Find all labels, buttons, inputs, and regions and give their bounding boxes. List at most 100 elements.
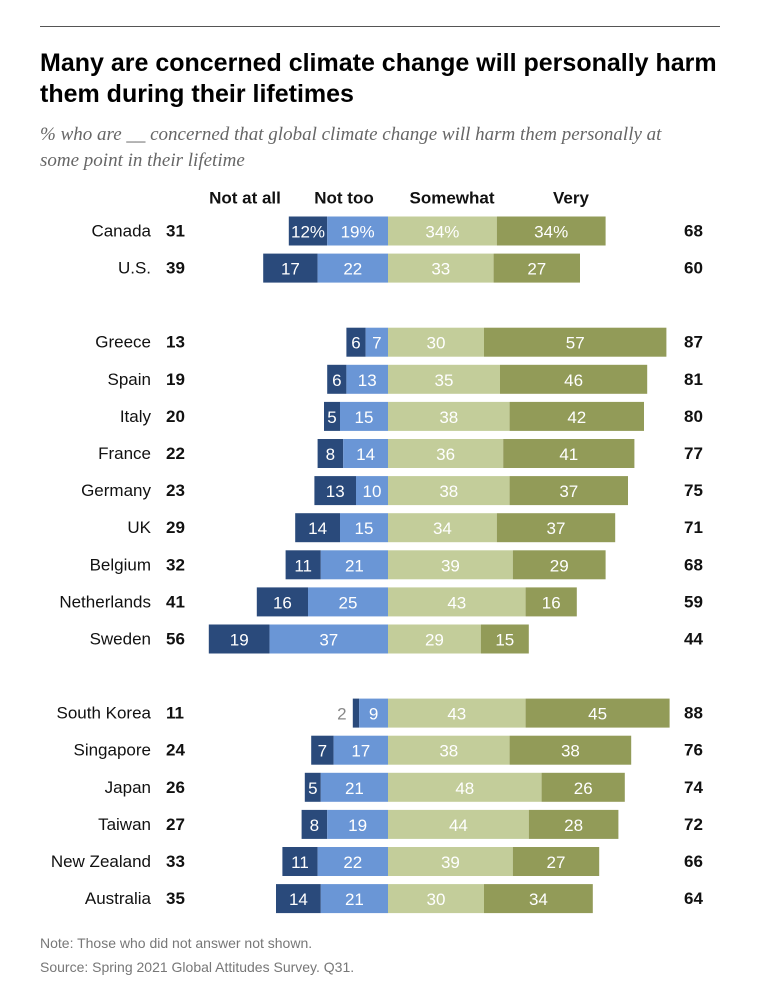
bar-spain-not-at-all — [327, 364, 347, 394]
bar-australia-somewhat — [388, 884, 484, 914]
bar-label-japan-somewhat: 48 — [455, 779, 474, 798]
not-concerned-total-sweden: 56 — [166, 630, 185, 649]
not-concerned-total-france: 22 — [166, 444, 185, 463]
bar-label-germany-not-at-all: 13 — [326, 482, 345, 501]
legend-not-too: Not too — [314, 189, 373, 208]
bar-japan-not-too — [320, 772, 388, 802]
concerned-total-canada: 68 — [684, 222, 703, 241]
country-label-france: France — [98, 444, 151, 463]
bar-sweden-not-too — [269, 624, 388, 654]
bar-label-sweden-somewhat: 29 — [425, 631, 444, 650]
bar-label-south-korea-somewhat: 43 — [447, 705, 466, 724]
concerned-total-france: 77 — [684, 444, 703, 463]
bar-italy-not-too — [340, 401, 388, 431]
concerned-total-australia: 64 — [684, 889, 703, 908]
concerned-total-uk: 71 — [684, 518, 703, 537]
not-concerned-total-spain: 19 — [166, 370, 185, 389]
bar-label-japan-not-too: 21 — [345, 779, 364, 798]
concerned-total-japan: 74 — [684, 778, 703, 797]
not-concerned-total-belgium: 32 — [166, 555, 185, 574]
bar-uk-not-too — [340, 513, 388, 543]
bar-germany-not-too — [356, 476, 388, 506]
bar-label-singapore-not-too: 17 — [351, 742, 370, 761]
bar-france-not-too — [343, 439, 388, 468]
bar-label-singapore-somewhat: 38 — [439, 742, 458, 761]
not-concerned-total-singapore: 24 — [166, 741, 185, 760]
bar-label-taiwan-not-at-all: 8 — [310, 816, 319, 835]
country-label-uk: UK — [127, 518, 151, 537]
not-concerned-total-italy: 20 — [166, 407, 185, 426]
bar-netherlands-not-at-all — [256, 587, 308, 617]
bar-label-spain-not-too: 13 — [358, 371, 377, 390]
bar-label-spain-somewhat: 35 — [435, 371, 454, 390]
bar-new-zealand-not-at-all — [282, 847, 318, 876]
bar-label-japan-not-at-all: 5 — [308, 779, 317, 798]
bar-japan-not-at-all — [304, 772, 321, 802]
bar-label-u-s-somewhat: 33 — [431, 260, 450, 279]
bar-label-taiwan-not-too: 19 — [348, 816, 367, 835]
not-concerned-total-u-s: 39 — [166, 259, 185, 278]
bar-label-canada-somewhat: 34% — [425, 223, 459, 242]
bar-label-uk-somewhat: 34 — [433, 519, 452, 538]
country-label-greece: Greece — [95, 333, 151, 352]
bar-uk-very — [496, 513, 616, 543]
bar-label-greece-very: 57 — [566, 334, 585, 353]
concerned-total-netherlands: 59 — [684, 592, 703, 611]
legend-very: Very — [553, 189, 589, 208]
bar-greece-not-at-all — [346, 327, 366, 357]
bar-france-very — [503, 439, 635, 468]
bar-label-taiwan-somewhat: 44 — [449, 816, 468, 835]
bar-taiwan-not-too — [327, 809, 388, 839]
not-concerned-total-japan: 26 — [166, 778, 185, 797]
bar-netherlands-somewhat — [388, 587, 526, 617]
country-label-belgium: Belgium — [90, 555, 151, 574]
chart-title: Many are concerned climate change will p… — [40, 49, 717, 108]
not-concerned-total-netherlands: 41 — [166, 592, 185, 611]
bar-sweden-not-at-all — [208, 624, 270, 654]
country-label-sweden: Sweden — [90, 630, 151, 649]
bar-south-korea-very — [525, 698, 670, 728]
bar-label-u-s-not-at-all: 17 — [281, 260, 300, 279]
bar-label-new-zealand-somewhat: 39 — [441, 853, 460, 872]
bar-label-germany-not-too: 10 — [363, 482, 382, 501]
bar-spain-not-too — [346, 364, 388, 394]
not-concerned-total-canada: 31 — [166, 222, 185, 241]
bar-south-korea-somewhat — [388, 698, 526, 728]
bar-label-germany-somewhat: 38 — [439, 482, 458, 501]
country-label-australia: Australia — [85, 889, 152, 908]
bar-netherlands-not-too — [308, 587, 388, 617]
bar-label-italy-somewhat: 38 — [439, 408, 458, 427]
bar-label-canada-not-too: 19% — [341, 223, 375, 242]
legend-not-at-all: Not at all — [209, 189, 281, 208]
bar-germany-very — [509, 476, 628, 506]
bar-france-somewhat — [388, 439, 504, 468]
bar-label-u-s-not-too: 22 — [343, 260, 362, 279]
legend-somewhat: Somewhat — [409, 189, 494, 208]
bar-taiwan-very — [528, 809, 619, 839]
bar-label-italy-not-at-all: 5 — [327, 408, 336, 427]
bar-label-netherlands-very: 16 — [542, 593, 561, 612]
bar-label-netherlands-not-too: 25 — [339, 593, 358, 612]
bar-label-australia-not-at-all: 14 — [289, 890, 308, 909]
bar-label-spain-not-at-all: 6 — [332, 371, 341, 390]
bar-italy-very — [509, 401, 644, 431]
bar-sweden-somewhat — [388, 624, 481, 654]
top-rule — [40, 26, 720, 27]
bar-belgium-not-at-all — [285, 550, 321, 580]
country-label-japan: Japan — [105, 778, 151, 797]
bar-label-singapore-not-at-all: 7 — [318, 742, 327, 761]
bar-label-sweden-not-at-all: 19 — [230, 631, 249, 650]
bar-label-greece-not-too: 7 — [372, 334, 381, 353]
country-label-italy: Italy — [120, 407, 152, 426]
bar-new-zealand-somewhat — [388, 847, 513, 876]
bar-uk-somewhat — [388, 513, 497, 543]
not-concerned-total-australia: 35 — [166, 889, 185, 908]
bar-singapore-not-at-all — [311, 735, 334, 765]
not-concerned-total-greece: 13 — [166, 333, 185, 352]
bar-label-uk-not-at-all: 14 — [308, 519, 327, 538]
bar-label-new-zealand-not-at-all: 11 — [291, 853, 309, 872]
bar-u-s-very — [493, 253, 580, 283]
bar-greece-not-too — [365, 327, 388, 357]
bar-new-zealand-very — [512, 847, 600, 876]
bar-singapore-not-too — [333, 735, 388, 765]
